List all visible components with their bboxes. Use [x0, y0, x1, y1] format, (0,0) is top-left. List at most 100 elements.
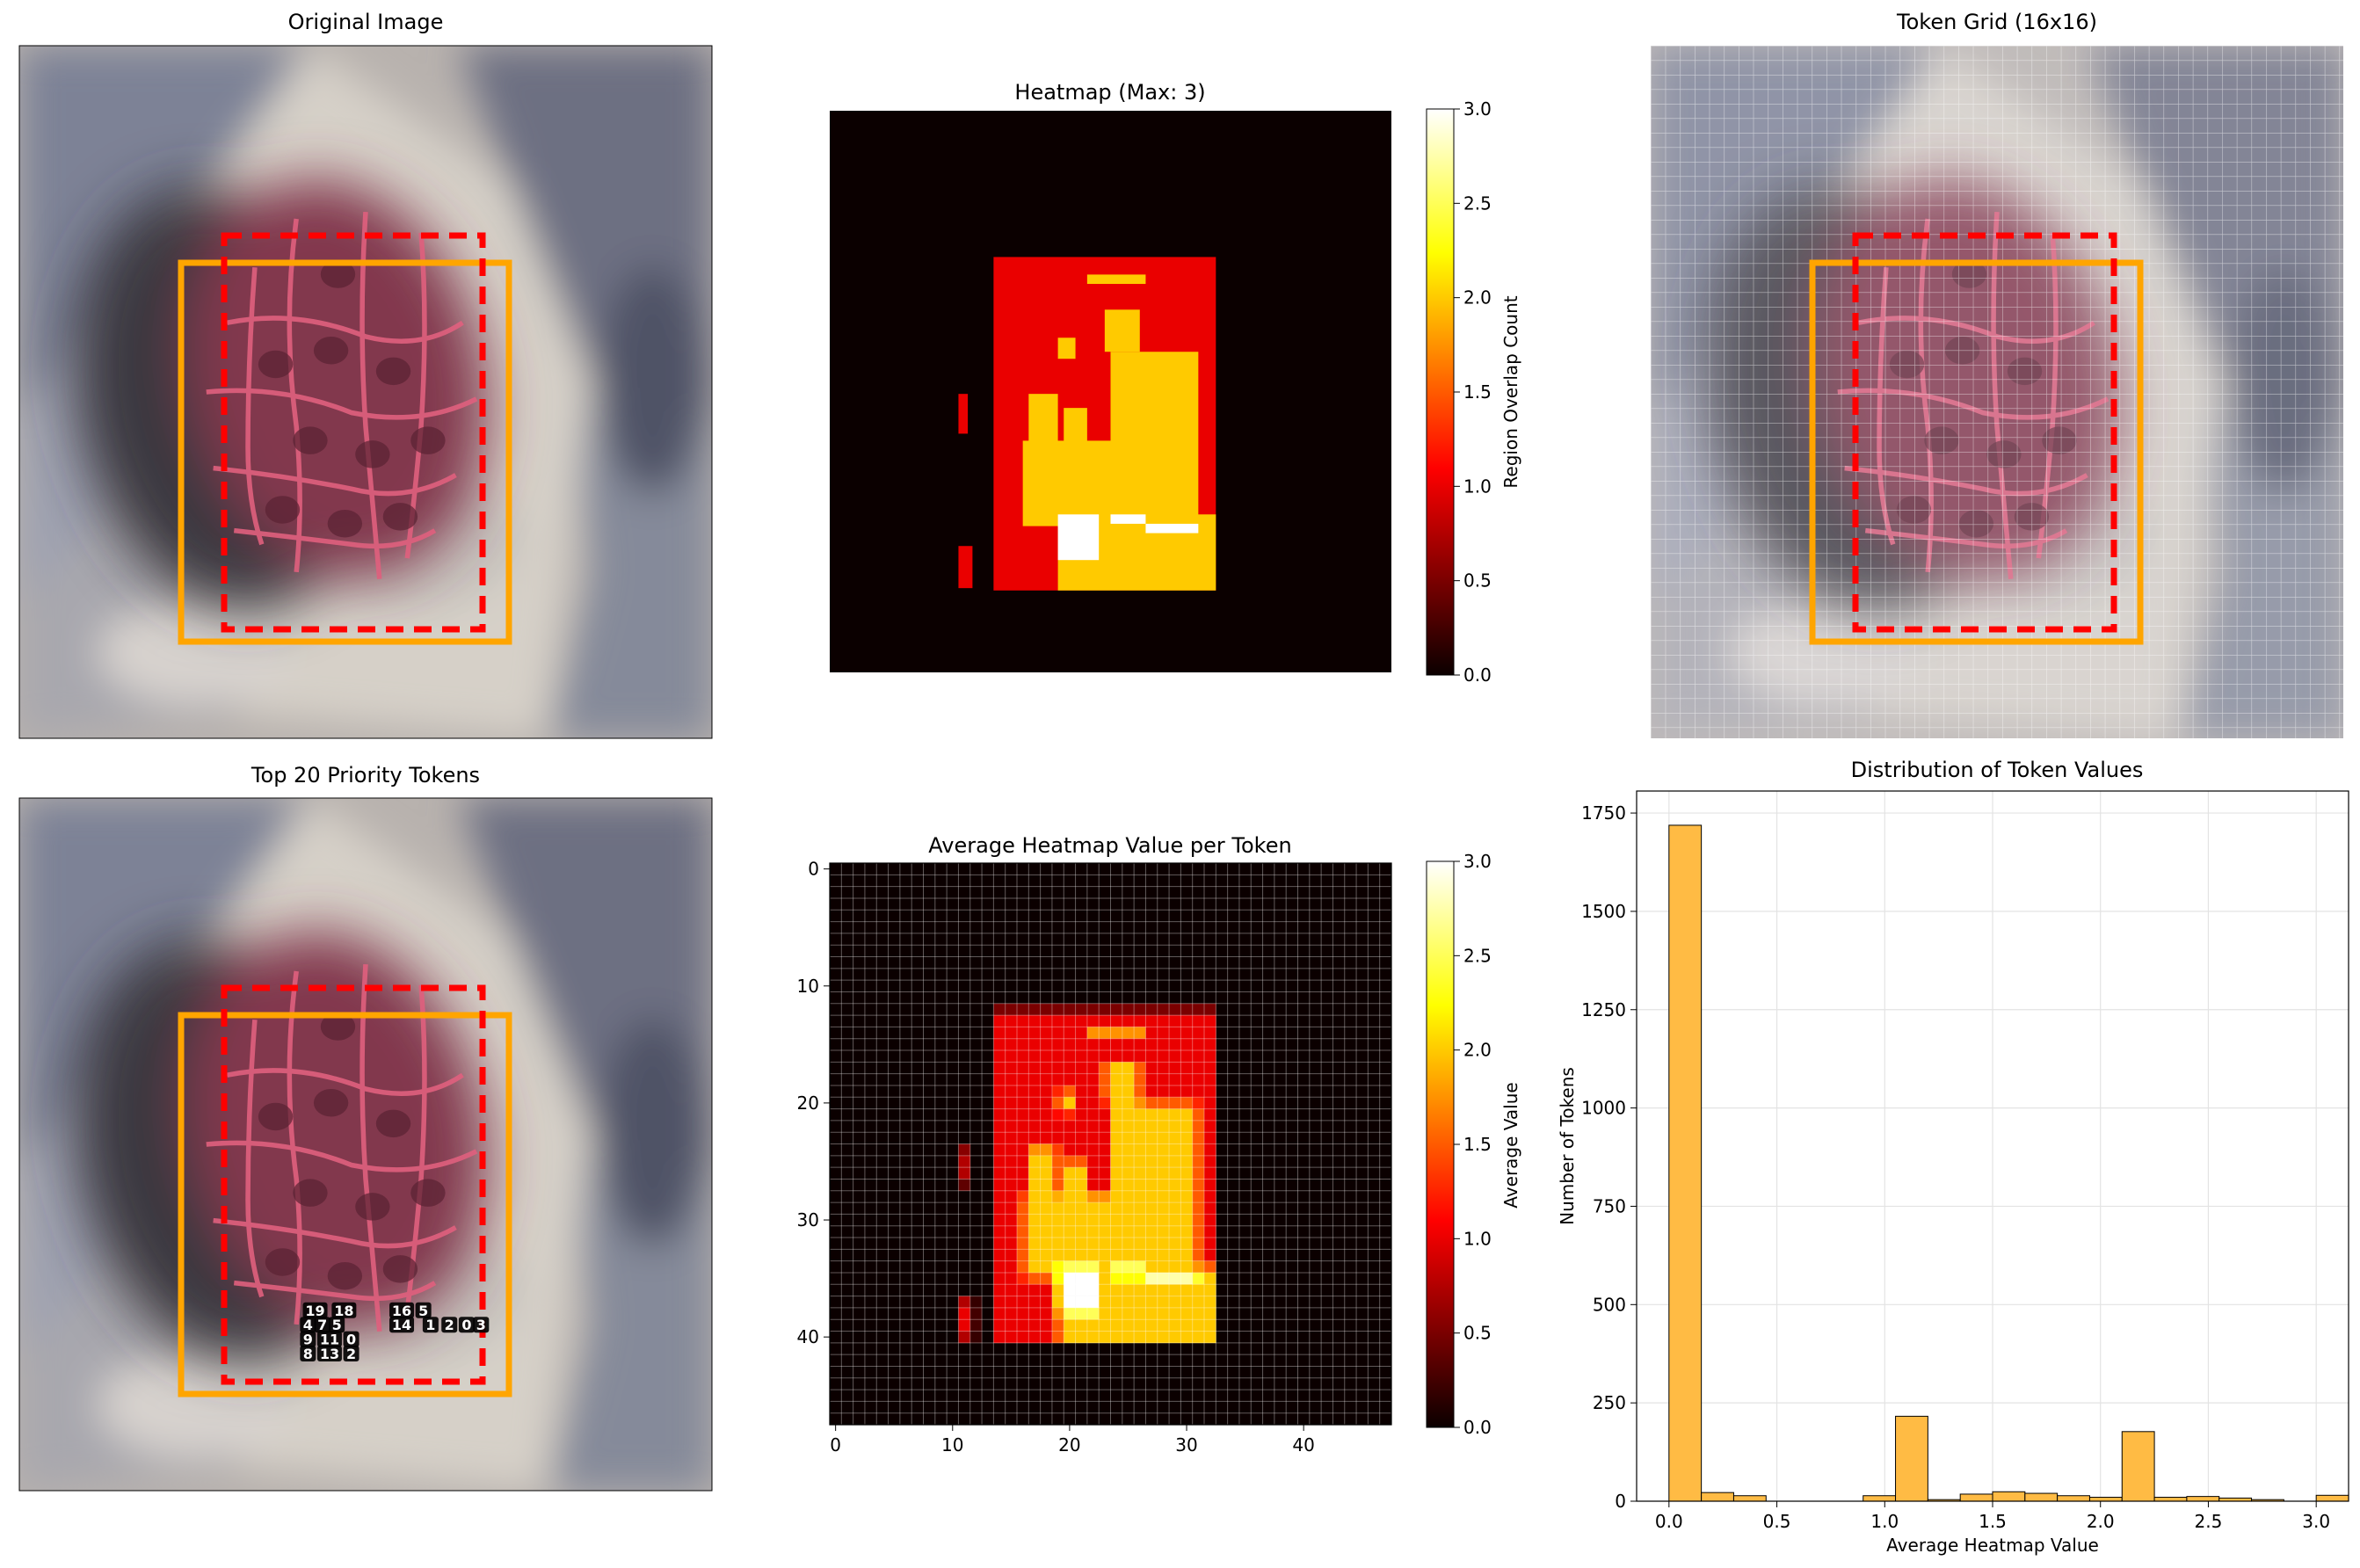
avgmap-cell [1075, 1132, 1088, 1144]
avgmap-cell [1064, 1179, 1076, 1192]
avgmap-cell [1204, 1307, 1216, 1320]
avgmap-cell [1099, 1319, 1111, 1332]
avgmap-cell [1157, 1015, 1170, 1027]
priority-token-label: 13 [320, 1346, 339, 1362]
avgmap-cell [1122, 1225, 1135, 1238]
avgmap-cell [1086, 1272, 1100, 1285]
avgmap-cell [1180, 1190, 1193, 1203]
avgmap-cell [1028, 1132, 1041, 1144]
avgmap-cell [1028, 1003, 1041, 1016]
avgmap-cell [1122, 1038, 1135, 1051]
avgmap-cell [1157, 1027, 1170, 1039]
avgmap-cell [958, 1155, 971, 1168]
panel-average-heatmap: Average Heatmap Value per Token 0 10 20 30 4… [797, 833, 1521, 1455]
avgmap-cell [1005, 1167, 1018, 1180]
panel-histogram: Distribution of Token Values 0.0 0.5 1.0 1.… [1557, 758, 2349, 1556]
avgmap-cell [1099, 1027, 1111, 1039]
avgmap-cell [1204, 1120, 1216, 1133]
priority-token-label: 1 [425, 1317, 435, 1333]
avgmap-cell [1086, 1190, 1100, 1203]
avgmap-cell [1099, 1155, 1111, 1168]
avgmap-cell [1122, 1331, 1135, 1344]
avgmap-cell [1028, 1331, 1041, 1344]
avgmap-cell [1005, 1284, 1018, 1296]
avgmap-cell [1145, 1050, 1158, 1063]
avgmap-cell [1134, 1050, 1146, 1063]
avgmap-cell [1051, 1214, 1064, 1226]
heatmap-region-9 [1057, 514, 1100, 561]
avgmap-cell [1122, 1085, 1135, 1098]
avgmap-cell [1180, 1167, 1193, 1180]
avgmap-cell [1134, 1307, 1146, 1320]
avgmap-cell [1180, 1143, 1193, 1157]
avgmap-cell [1017, 1214, 1029, 1226]
avgmap-cell [1064, 1214, 1076, 1226]
avgmap-cell [1017, 1038, 1029, 1051]
avgmap-cell [1017, 1097, 1029, 1109]
avgmap-cell [1134, 1214, 1146, 1226]
avgmap-cell [1064, 1284, 1076, 1296]
avgmap-cell [1204, 1050, 1216, 1063]
avgmap-cell [1110, 1120, 1123, 1133]
avgmap-cell [1180, 1015, 1193, 1027]
avgmap-cell [1157, 1331, 1170, 1344]
avgmap-cell [1040, 1003, 1053, 1016]
avgmap-cell [993, 1097, 1006, 1109]
avgmap-cell [993, 1027, 1006, 1039]
avgmap-cell [1017, 1027, 1029, 1039]
colorbar-tick-label: 0.0 [1463, 664, 1492, 686]
avgmap-cell [1169, 1015, 1181, 1027]
hist-xtick-label: 1.0 [1870, 1511, 1899, 1532]
hist-xtick-label: 1.5 [1979, 1511, 2007, 1532]
avgmap-cell [1110, 1027, 1123, 1039]
colorbar-heatmap-ticks: 0.0 0.5 1.0 1.5 2.0 2.5 3.0 [1454, 98, 1492, 686]
avgmap-cell [1064, 1260, 1076, 1274]
avgmap-cell [1192, 1038, 1205, 1051]
avgmap-cell [1051, 1050, 1064, 1063]
avgmap-cell [1028, 1225, 1041, 1238]
avgmap-cell [1192, 1319, 1205, 1332]
avgmap-cell [1192, 1238, 1205, 1250]
hist-bar [2186, 1496, 2220, 1502]
avgmap-cell [1099, 1120, 1111, 1133]
avgmap-cell [1180, 1225, 1193, 1238]
avgmap-cell [1005, 1249, 1018, 1261]
avgmap-cell [1134, 1097, 1146, 1109]
avgmap-cell [1099, 1003, 1111, 1016]
avgmap-cell [1145, 1296, 1158, 1309]
avgmap-cell [1204, 1038, 1216, 1051]
avgmap-cell [1028, 1097, 1041, 1109]
priority-token-label: 7 [317, 1317, 327, 1333]
avgmap-cell [1180, 1027, 1193, 1039]
priority-token-label: 3 [476, 1317, 486, 1333]
hist-ytick-label: 0 [1615, 1491, 1626, 1512]
avgmap-cell [1145, 1307, 1158, 1320]
avgmap-cell [1051, 1027, 1064, 1039]
avgmap-cell [1122, 1120, 1135, 1133]
avgmap-cell [1017, 1249, 1029, 1261]
avgmap-cell [1040, 1097, 1053, 1109]
avgmap-cell [1075, 1027, 1088, 1039]
avgmap-cell [1122, 1108, 1135, 1122]
avgmap-cell [1157, 1319, 1170, 1332]
avgmap-cells [958, 1003, 1216, 1344]
priority-token-label: 18 [334, 1303, 353, 1319]
avgmap-cell [1028, 1238, 1041, 1250]
hist-bars [1668, 824, 2349, 1502]
avgmap-cell [1075, 1062, 1088, 1074]
avgmap-cell [1028, 1284, 1041, 1296]
hist-bar [2121, 1431, 2155, 1502]
avgmap-cell [1051, 1038, 1064, 1051]
hist-bar [2057, 1495, 2090, 1502]
avgmap-cell [1040, 1284, 1053, 1296]
avgmap-cell [1169, 1249, 1181, 1261]
avgmap-cell [969, 1331, 983, 1344]
avgmap-cell [1005, 1238, 1018, 1250]
avgmap-cell [1099, 1132, 1111, 1144]
avgmap-cell [1157, 1062, 1170, 1074]
avgmap-cell [1157, 1085, 1170, 1098]
avgmap-cell [1192, 1214, 1205, 1226]
avgmap-cell [1064, 1038, 1076, 1051]
avgmap-cell [1005, 1331, 1018, 1344]
avgmap-cell [1180, 1284, 1193, 1296]
